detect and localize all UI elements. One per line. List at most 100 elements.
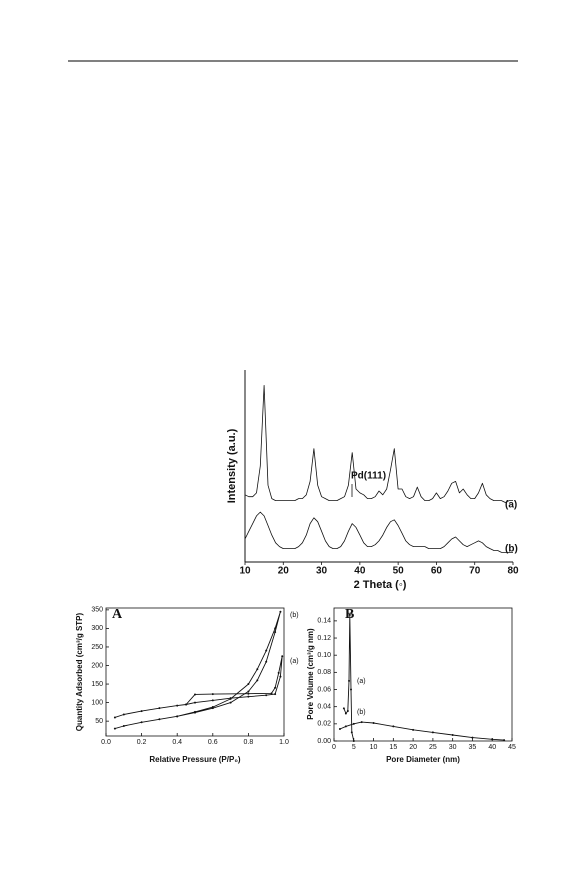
- series-label: (a): [357, 678, 366, 685]
- x-tick-label: 0.0: [101, 739, 111, 746]
- data-point: [122, 724, 125, 727]
- panel-label: A: [112, 607, 123, 622]
- y-tick-label: 0.04: [317, 704, 331, 711]
- x-tick-label: 0.4: [172, 739, 182, 746]
- x-tick-label: 45: [508, 744, 516, 751]
- x-tick-label: 25: [429, 744, 437, 751]
- y-tick-label: 0.14: [317, 618, 331, 625]
- y-tick-label: 300: [91, 625, 103, 632]
- data-point: [342, 707, 345, 710]
- x-axis-title: Relative Pressure (P/P₀): [149, 755, 241, 764]
- y-tick-label: 0.12: [317, 635, 331, 642]
- data-point: [274, 693, 277, 696]
- x-tick-label: 10: [239, 566, 251, 577]
- data-point: [113, 716, 116, 719]
- y-tick-label: 0.00: [317, 738, 331, 745]
- series-label: (b): [357, 709, 366, 716]
- series-label: (a): [290, 658, 299, 665]
- x-axis-title: 2 Theta (◦): [354, 579, 407, 591]
- x-tick-label: 10: [370, 744, 378, 751]
- data-point: [352, 722, 355, 725]
- x-tick-label: 30: [449, 744, 457, 751]
- data-point: [211, 699, 214, 702]
- x-tick-label: 70: [469, 566, 481, 577]
- data-point: [471, 736, 474, 739]
- data-point: [247, 695, 250, 698]
- data-point: [194, 701, 196, 704]
- data-point: [256, 679, 259, 682]
- plot-frame: [333, 607, 513, 742]
- data-point: [122, 713, 125, 716]
- data-point: [412, 728, 415, 731]
- x-tick-label: 1.0: [279, 739, 289, 746]
- x-tick-label: 0.6: [208, 739, 218, 746]
- data-point: [274, 631, 277, 634]
- data-point: [503, 739, 506, 742]
- data-point: [185, 703, 188, 706]
- data-point: [265, 660, 268, 663]
- series-line: [343, 614, 355, 742]
- data-point: [431, 731, 434, 734]
- data-point: [247, 692, 250, 695]
- data-point: [491, 738, 494, 741]
- data-point: [176, 704, 179, 707]
- series-label: (a): [505, 500, 517, 511]
- y-axis-title: Intensity (a.u.): [226, 428, 238, 503]
- data-point: [392, 725, 395, 728]
- data-point: [140, 721, 143, 724]
- x-tick-label: 40: [488, 744, 496, 751]
- x-tick-label: 60: [431, 566, 443, 577]
- y-tick-label: 250: [91, 644, 103, 651]
- data-point: [158, 707, 161, 710]
- x-tick-label: 0.2: [137, 739, 147, 746]
- y-tick-label: 150: [91, 681, 103, 688]
- y-tick-label: 0.10: [317, 652, 331, 659]
- y-tick-label: 0.06: [317, 686, 331, 693]
- data-point: [344, 725, 347, 728]
- y-tick-label: 0.02: [317, 721, 331, 728]
- x-tick-label: 20: [278, 566, 290, 577]
- x-tick-label: 50: [393, 566, 405, 577]
- data-point: [360, 721, 363, 724]
- x-tick-label: 0: [332, 744, 336, 751]
- data-point: [194, 693, 196, 696]
- data-point: [211, 693, 214, 696]
- data-point: [338, 727, 341, 730]
- data-point: [247, 690, 250, 693]
- data-point: [158, 718, 161, 721]
- y-tick-label: 100: [91, 699, 103, 706]
- data-point: [229, 701, 232, 704]
- data-point: [277, 671, 280, 674]
- data-point: [270, 692, 273, 695]
- y-axis-title: Quantity Adsorbed (cm³/g STP): [75, 612, 84, 731]
- series-line: [339, 721, 505, 741]
- y-tick-label: 50: [95, 718, 103, 725]
- data-point: [274, 627, 277, 630]
- data-point: [265, 649, 268, 652]
- data-point: [346, 709, 349, 712]
- series-line: [114, 655, 283, 718]
- data-point: [247, 683, 250, 686]
- y-tick-label: 0.08: [317, 669, 331, 676]
- x-tick-label: 80: [507, 566, 519, 577]
- data-point: [350, 731, 353, 734]
- annotation: Pd(111): [351, 471, 386, 482]
- series-line: [244, 385, 513, 503]
- x-axis-title: Pore Diameter (nm): [386, 755, 460, 764]
- data-point: [194, 710, 196, 713]
- data-point: [348, 679, 351, 682]
- data-point: [113, 727, 116, 730]
- series-line: [244, 511, 513, 553]
- data-point: [348, 613, 351, 616]
- y-tick-label: 200: [91, 662, 103, 669]
- data-point: [140, 710, 143, 713]
- data-point: [372, 721, 375, 724]
- x-tick-label: 40: [354, 566, 366, 577]
- series-label: (b): [505, 544, 518, 555]
- data-point: [352, 740, 355, 742]
- data-point: [229, 697, 232, 700]
- data-point: [279, 610, 282, 613]
- data-point: [451, 733, 454, 736]
- series-label: (b): [290, 612, 299, 619]
